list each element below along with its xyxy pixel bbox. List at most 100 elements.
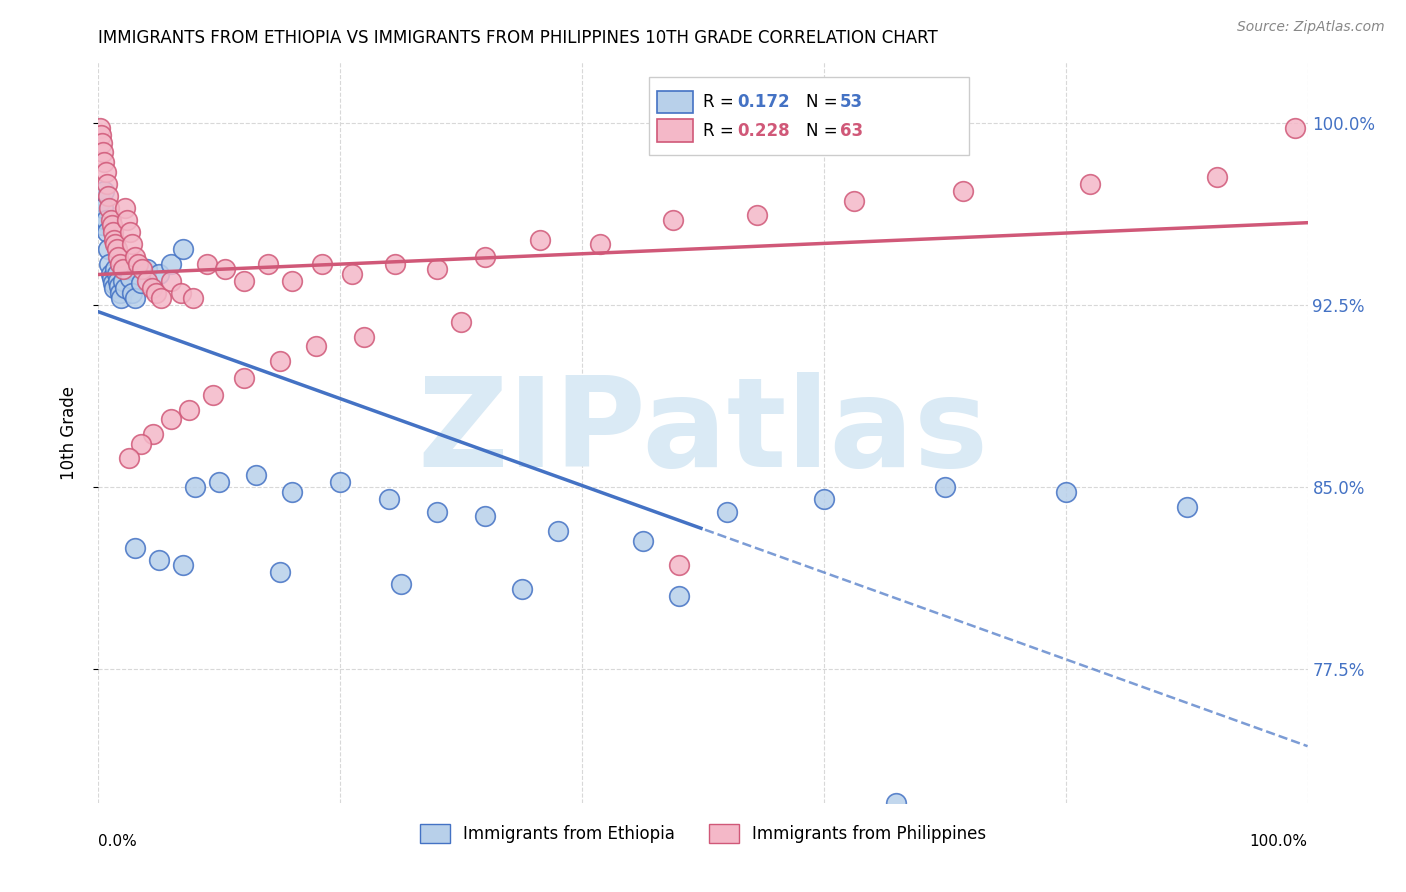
Point — [529, 233, 551, 247]
Point — [311, 257, 333, 271]
Text: ZIPatlas: ZIPatlas — [418, 372, 988, 493]
Point — [342, 267, 364, 281]
Point — [426, 261, 449, 276]
Point — [118, 451, 141, 466]
Point — [91, 136, 114, 150]
Point — [98, 201, 121, 215]
Point — [129, 436, 152, 450]
Point — [232, 371, 254, 385]
Point — [952, 184, 974, 198]
Point — [353, 330, 375, 344]
Point — [121, 237, 143, 252]
Text: 53: 53 — [839, 93, 863, 111]
Text: 100.0%: 100.0% — [1250, 834, 1308, 849]
Point — [148, 553, 170, 567]
Point — [172, 558, 194, 572]
Point — [90, 194, 112, 208]
Point — [813, 492, 835, 507]
Point — [100, 271, 122, 285]
Point — [716, 504, 738, 518]
Point — [91, 201, 114, 215]
Text: R =: R = — [703, 121, 740, 139]
Point — [844, 194, 866, 208]
Point — [114, 281, 136, 295]
Point — [89, 213, 111, 227]
Point — [107, 274, 129, 288]
Point — [150, 291, 173, 305]
Point — [100, 213, 122, 227]
Point — [934, 480, 956, 494]
Point — [1284, 120, 1306, 135]
Point — [160, 274, 183, 288]
Point — [661, 213, 683, 227]
Text: IMMIGRANTS FROM ETHIOPIA VS IMMIGRANTS FROM PHILIPPINES 10TH GRADE CORRELATION C: IMMIGRANTS FROM ETHIOPIA VS IMMIGRANTS F… — [98, 29, 938, 47]
Point — [127, 257, 149, 271]
Point — [305, 339, 328, 353]
Y-axis label: 10th Grade: 10th Grade — [59, 385, 77, 480]
Point — [232, 274, 254, 288]
Point — [668, 558, 690, 572]
FancyBboxPatch shape — [648, 78, 969, 155]
Point — [389, 577, 412, 591]
Point — [426, 504, 449, 518]
Point — [124, 541, 146, 555]
Point — [93, 155, 115, 169]
Point — [450, 315, 472, 329]
Point — [1206, 169, 1229, 184]
Point — [101, 225, 124, 239]
Point — [100, 218, 122, 232]
Point — [747, 208, 769, 222]
Point — [329, 475, 352, 490]
Legend: Immigrants from Ethiopia, Immigrants from Philippines: Immigrants from Ethiopia, Immigrants fro… — [413, 817, 993, 850]
Point — [94, 213, 117, 227]
Point — [208, 475, 231, 490]
Point — [108, 257, 131, 271]
Point — [886, 796, 908, 810]
Point — [668, 590, 690, 604]
Point — [172, 243, 194, 257]
Point — [107, 250, 129, 264]
Point — [103, 233, 125, 247]
Point — [97, 189, 120, 203]
Point — [91, 145, 114, 160]
Point — [98, 257, 121, 271]
Point — [135, 274, 157, 288]
Point — [96, 177, 118, 191]
Text: R =: R = — [703, 93, 740, 111]
Point — [145, 286, 167, 301]
Point — [117, 213, 139, 227]
Point — [135, 261, 157, 276]
Point — [281, 485, 304, 500]
Bar — [657, 120, 693, 142]
Point — [90, 128, 112, 143]
Point — [1054, 485, 1077, 500]
Point — [111, 274, 134, 288]
Point — [474, 250, 496, 264]
Point — [104, 261, 127, 276]
Point — [195, 257, 218, 271]
Point — [281, 274, 304, 288]
Point — [89, 120, 111, 135]
Point — [184, 480, 207, 494]
Point — [118, 225, 141, 239]
Point — [256, 257, 278, 271]
Point — [101, 277, 124, 291]
Point — [129, 277, 152, 291]
Point — [91, 218, 114, 232]
Point — [131, 261, 153, 276]
Point — [121, 286, 143, 301]
Point — [589, 237, 612, 252]
Text: N =: N = — [806, 121, 842, 139]
Point — [384, 257, 406, 271]
Point — [96, 225, 118, 239]
Text: 63: 63 — [839, 121, 863, 139]
Point — [94, 164, 117, 178]
Point — [148, 267, 170, 281]
Point — [510, 582, 533, 597]
Bar — [657, 91, 693, 112]
Point — [631, 533, 654, 548]
Point — [269, 354, 291, 368]
Point — [108, 286, 131, 301]
Point — [114, 201, 136, 215]
Text: 0.172: 0.172 — [737, 93, 790, 111]
